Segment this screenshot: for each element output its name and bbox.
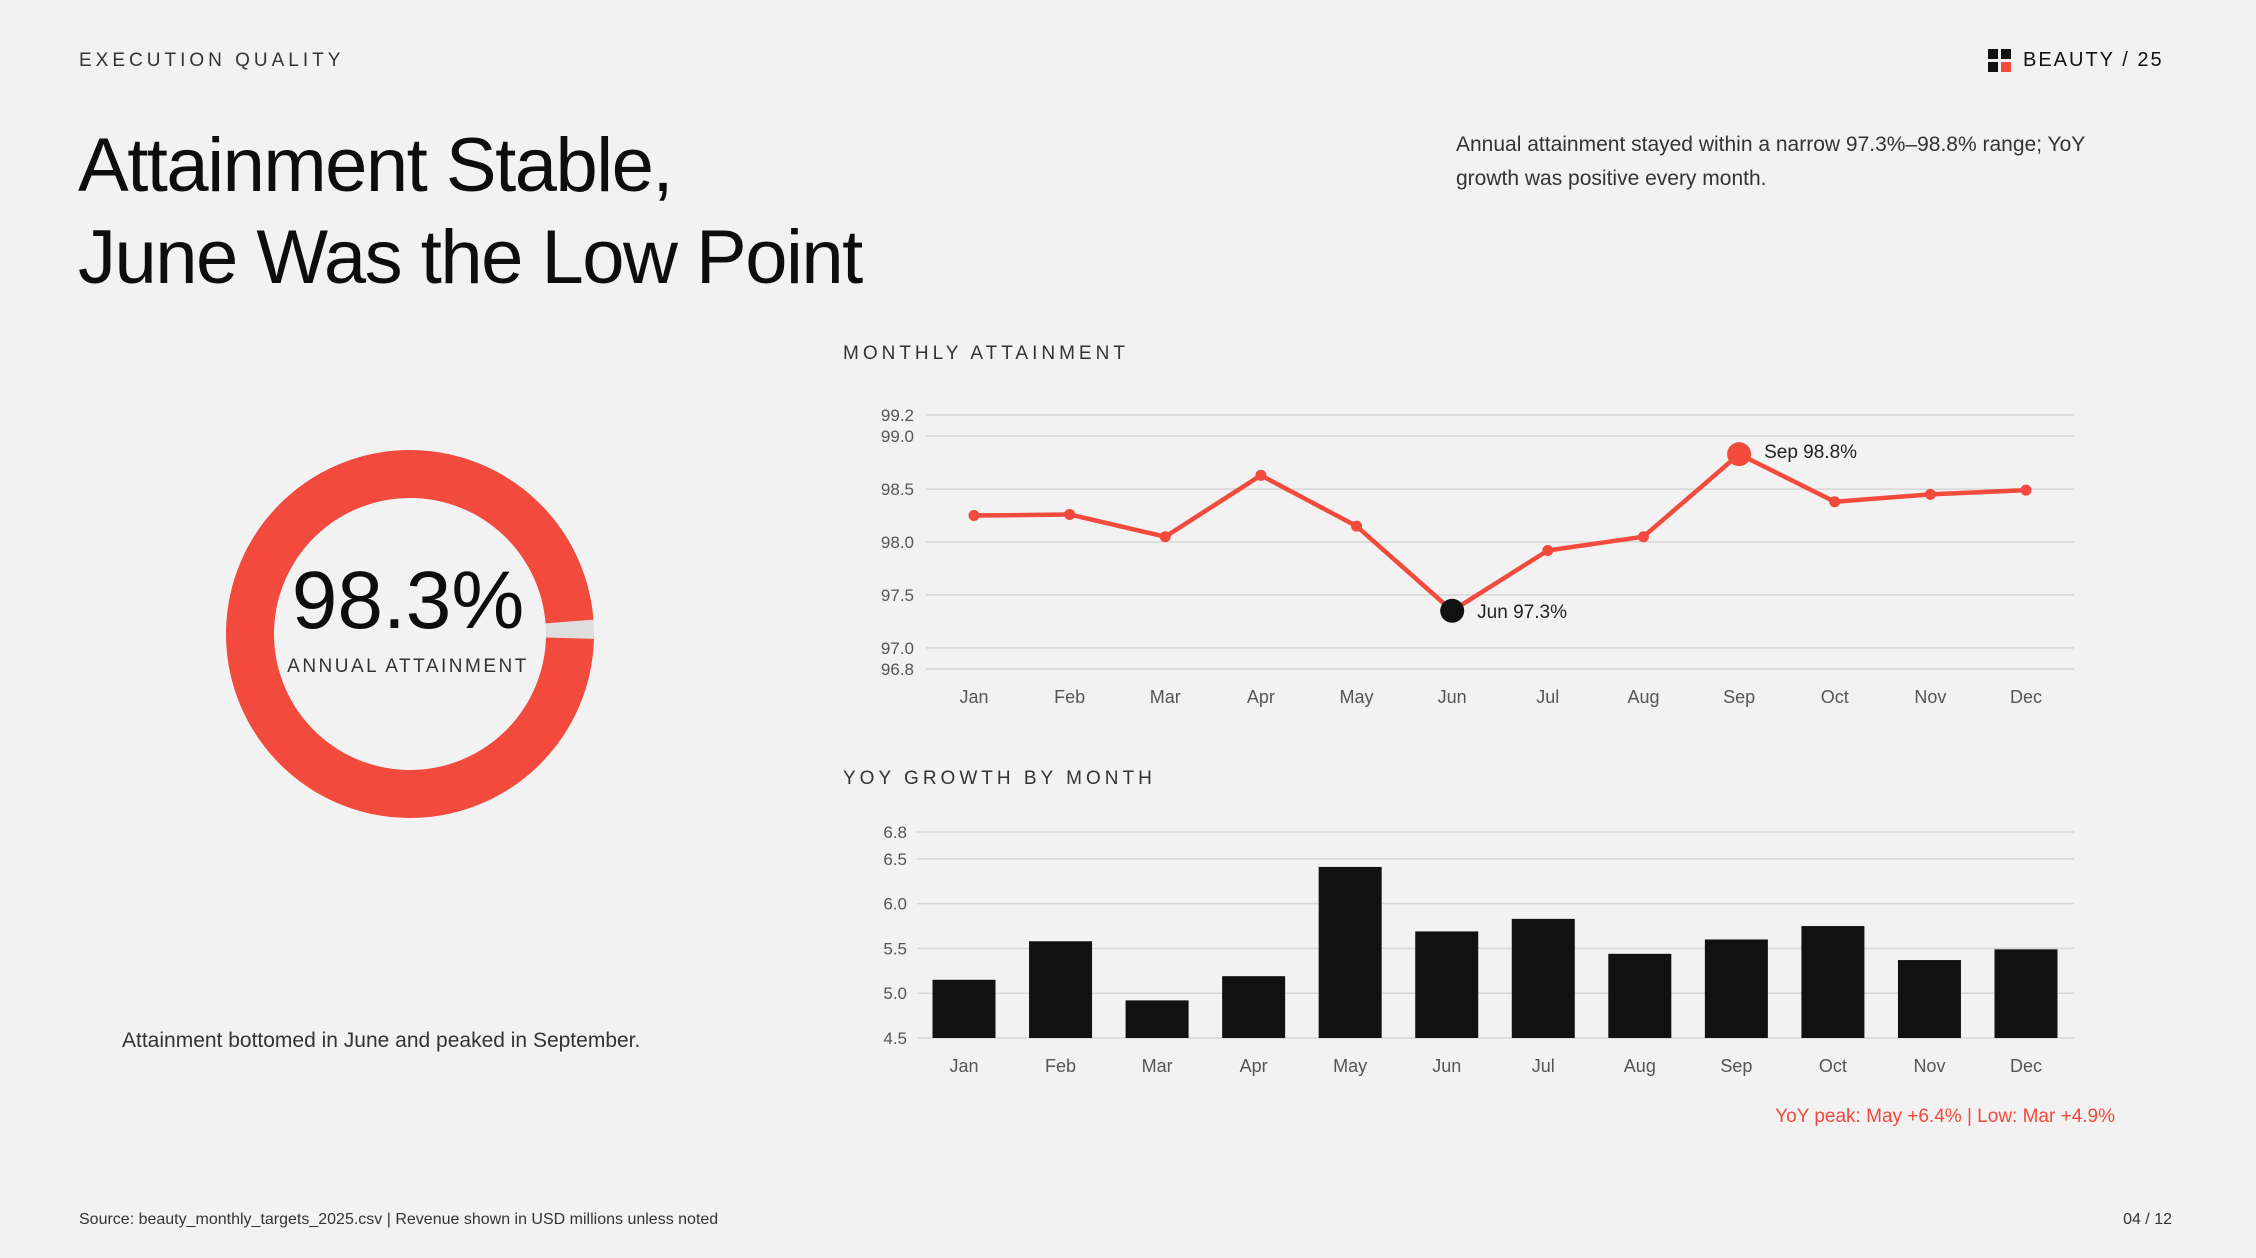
x-tick-label: Jan	[949, 1056, 978, 1076]
donut-value: 98.3%	[292, 555, 525, 646]
y-tick-label: 5.5	[883, 939, 907, 958]
bar-chart-label: YOY GROWTH BY MONTH	[843, 768, 1156, 789]
point-annotation: Jun 97.3%	[1477, 602, 1567, 623]
data-point	[1064, 508, 1076, 520]
y-tick-label: 6.8	[883, 823, 907, 842]
bar	[1511, 918, 1575, 1038]
y-tick-label: 98.5	[881, 480, 914, 499]
x-tick-label: Aug	[1627, 687, 1659, 707]
x-tick-label: Mar	[1142, 1056, 1173, 1076]
brand-mark: BEAUTY / 25	[1988, 48, 2164, 72]
data-point	[2020, 484, 2032, 496]
data-point	[1924, 488, 1936, 500]
x-tick-label: Mar	[1150, 687, 1181, 707]
donut-note: Attainment bottomed in June and peaked i…	[122, 1029, 641, 1052]
y-tick-label: 4.5	[883, 1029, 907, 1048]
x-tick-label: Dec	[2010, 1056, 2042, 1076]
x-tick-label: Oct	[1819, 1056, 1847, 1076]
yoy-growth-chart: 4.5 5.0 5.5 6.0 6.5 6.8 Jan Feb Mar Apr May Jun Jul A…	[883, 823, 2074, 1076]
y-tick-label: 99.0	[881, 427, 914, 446]
brand-logo-icon	[1988, 48, 2011, 72]
brand-label: BEAUTY / 25	[2023, 48, 2164, 71]
bar	[1029, 941, 1093, 1038]
bar	[1608, 953, 1672, 1038]
x-tick-label: Jul	[1536, 687, 1559, 707]
x-tick-label: Sep	[1723, 687, 1755, 707]
page-title-line-1: Attainment Stable,	[78, 123, 674, 208]
data-point	[1637, 531, 1649, 543]
y-tick-label: 97.5	[881, 586, 914, 605]
data-point	[1542, 544, 1554, 556]
annual-attainment-donut: 98.3% ANNUAL ATTAINMENT	[226, 450, 594, 818]
bar	[1801, 926, 1865, 1038]
x-tick-label: May	[1333, 1056, 1367, 1076]
yoy-callout: YoY peak: May +6.4% | Low: Mar +4.9%	[1775, 1106, 2115, 1127]
x-tick-label: Jun	[1438, 687, 1467, 707]
x-tick-label: Nov	[1914, 687, 1946, 707]
x-tick-label: Apr	[1240, 1056, 1268, 1076]
x-tick-label: Jul	[1532, 1056, 1555, 1076]
y-tick-label: 5.0	[883, 984, 907, 1003]
y-tick-label: 6.0	[883, 895, 907, 914]
data-point	[968, 510, 980, 522]
line-chart-label: MONTHLY ATTAINMENT	[843, 343, 1129, 364]
x-tick-label: Sep	[1720, 1056, 1752, 1076]
bar	[1318, 866, 1382, 1038]
bar	[1222, 976, 1286, 1038]
y-tick-label: 96.8	[881, 660, 914, 679]
point-annotation: Sep 98.8%	[1764, 442, 1857, 463]
data-point	[1727, 442, 1752, 467]
data-point	[1829, 496, 1841, 508]
data-point	[1440, 598, 1465, 623]
y-tick-label: 97.0	[881, 639, 914, 658]
source-footnote: Source: beauty_monthly_targets_2025.csv …	[79, 1211, 719, 1228]
data-point	[1255, 469, 1267, 481]
x-tick-label: May	[1340, 687, 1374, 707]
x-tick-label: Feb	[1054, 687, 1085, 707]
x-tick-label: Dec	[2010, 687, 2042, 707]
bar	[1994, 949, 2058, 1038]
summary-text: Annual attainment stayed within a narrow…	[1456, 133, 2085, 190]
section-eyebrow: EXECUTION QUALITY	[79, 50, 345, 71]
x-tick-label: Oct	[1821, 687, 1849, 707]
bar	[1415, 931, 1479, 1038]
bar	[1125, 1000, 1189, 1038]
x-tick-label: Aug	[1624, 1056, 1656, 1076]
page-number: 04 / 12	[2123, 1211, 2172, 1228]
page-title-line-2: June Was the Low Point	[78, 215, 863, 300]
page-title: Attainment Stable, June Was the Low Poin…	[78, 120, 863, 304]
y-tick-label: 99.2	[881, 406, 914, 425]
donut-caption: ANNUAL ATTAINMENT	[287, 656, 529, 677]
x-tick-label: Feb	[1045, 1056, 1076, 1076]
x-tick-label: Jan	[959, 687, 988, 707]
data-point	[1159, 531, 1171, 543]
bar	[932, 979, 996, 1038]
bar	[1704, 939, 1768, 1038]
y-tick-label: 98.0	[881, 533, 914, 552]
data-point	[1351, 520, 1363, 532]
monthly-attainment-chart: 96.8 97.0 97.5 98.0 98.5 99.0 99.2 Jan Feb Mar Apr…	[881, 406, 2074, 707]
bar	[1897, 960, 1961, 1038]
y-tick-label: 6.5	[883, 850, 907, 869]
x-tick-label: Jun	[1432, 1056, 1461, 1076]
x-tick-label: Nov	[1913, 1056, 1945, 1076]
x-tick-label: Apr	[1247, 687, 1275, 707]
series-line	[973, 451, 2027, 614]
